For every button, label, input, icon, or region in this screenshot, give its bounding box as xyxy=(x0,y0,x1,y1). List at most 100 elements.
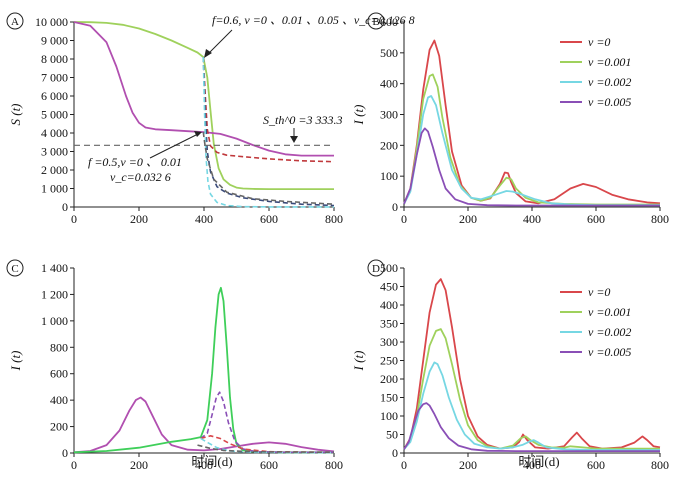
panel-label: A xyxy=(11,16,19,28)
y-tick-label: 400 xyxy=(380,298,398,312)
legend-label: v =0.001 xyxy=(588,305,631,319)
y-tick-label: 250 xyxy=(380,354,398,368)
annotation-top: f=0.6, v =0 、0.01 、0.05 、v_c=0.126 8 xyxy=(212,13,415,27)
y-tick-label: 500 xyxy=(380,261,398,275)
series-line xyxy=(403,127,660,207)
y-tick-label: 1 400 xyxy=(41,261,68,275)
panel-c: 0 200 400 600 800 0 200 400 600 800 1 000 1 200 1 40… xyxy=(6,259,343,472)
y-tick-label: 300 xyxy=(380,335,398,349)
legend-label: v =0 xyxy=(588,285,610,299)
series-line xyxy=(403,361,660,451)
annotation-bottom-line1: f =0.5,v =0 、 0.01 xyxy=(88,155,182,169)
series-line xyxy=(73,21,334,157)
legend-label: v =0.005 xyxy=(588,345,631,359)
x-tick-label: 400 xyxy=(195,458,213,472)
panel-label: D xyxy=(372,263,380,275)
y-tick-label: 400 xyxy=(50,393,68,407)
y-tick-label: 600 xyxy=(380,15,398,29)
panel-a-annotations: f=0.6, v =0 、0.01 、0.05 、v_c=0.126 8 f =… xyxy=(88,13,415,184)
panel-b: 0 200 400 600 800 0 100 200 300 400 500 600 I (t) Bv … xyxy=(351,12,669,226)
series-line xyxy=(73,286,334,454)
y-tick-label: 150 xyxy=(380,391,398,405)
x-tick-label: 0 xyxy=(401,212,407,226)
arrowhead-top xyxy=(204,49,212,58)
panel-d: 0 200 400 600 800 0 50 100 150 200 250 300 350 400 450… xyxy=(351,259,669,472)
y-tick-label: 0 xyxy=(392,200,398,214)
x-tick-label: 800 xyxy=(651,212,669,226)
series-line xyxy=(200,435,335,454)
y-tick-label: 300 xyxy=(380,108,398,122)
y-tick-label: 7 000 xyxy=(41,71,68,85)
y-tick-label: 350 xyxy=(380,317,398,331)
y-tick-label: 4 000 xyxy=(41,126,68,140)
series-line xyxy=(200,391,334,454)
x-tick-label: 800 xyxy=(325,458,343,472)
x-tick-label: 400 xyxy=(523,458,541,472)
panel-label: C xyxy=(11,263,18,275)
y-tick-label: 800 xyxy=(50,340,68,354)
x-axis-title-left: 时间(d) xyxy=(191,454,232,469)
x-tick-label: 200 xyxy=(130,458,148,472)
y-axis-title: I (t) xyxy=(351,105,366,126)
series-line xyxy=(202,131,335,205)
threshold-label: S_th^0 =3 333.3 xyxy=(263,113,343,127)
legend-label: v =0 xyxy=(588,35,610,49)
annotation-arrow-bottom xyxy=(149,133,199,159)
x-tick-label: 0 xyxy=(71,458,77,472)
series-line xyxy=(403,73,660,206)
legend-label: v =0.005 xyxy=(588,95,631,109)
y-tick-label: 200 xyxy=(50,420,68,434)
y-tick-label: 1 000 xyxy=(41,314,68,328)
x-tick-label: 400 xyxy=(523,212,541,226)
x-tick-label: 800 xyxy=(325,212,343,226)
y-axis-title: S (t) xyxy=(8,103,23,125)
legend-label: v =0.002 xyxy=(588,75,631,89)
x-tick-label: 800 xyxy=(651,458,669,472)
panel-label-circle xyxy=(367,259,385,277)
x-tick-label: 400 xyxy=(195,212,213,226)
y-axis-title: I (t) xyxy=(351,351,366,372)
y-tick-label: 200 xyxy=(380,372,398,386)
series-line xyxy=(73,396,335,454)
y-tick-label: 500 xyxy=(380,46,398,60)
y-tick-label: 100 xyxy=(380,169,398,183)
y-tick-label: 1 000 xyxy=(41,182,68,196)
x-axis-title-right: 时间(d) xyxy=(518,454,559,469)
panel-a: 0 200 400 600 800 0 1 000 2 000 3 000 4 000 5 000 6… xyxy=(6,12,343,226)
x-tick-label: 600 xyxy=(260,458,278,472)
y-tick-label: 200 xyxy=(380,138,398,152)
x-tick-label: 600 xyxy=(587,212,605,226)
y-tick-label: 2 000 xyxy=(41,163,68,177)
panel-label-circle xyxy=(6,12,24,30)
series-line xyxy=(202,57,335,208)
y-tick-label: 8 000 xyxy=(41,52,68,66)
series-line xyxy=(403,402,660,452)
y-tick-label: 100 xyxy=(380,409,398,423)
series-line xyxy=(403,95,660,207)
y-tick-label: 1 200 xyxy=(41,287,68,301)
x-tick-label: 200 xyxy=(130,212,148,226)
x-tick-label: 600 xyxy=(587,458,605,472)
annotation-bottom-line2: v_c=0.032 6 xyxy=(110,170,171,184)
y-tick-label: 5 000 xyxy=(41,108,68,122)
y-tick-label: 450 xyxy=(380,280,398,294)
y-tick-label: 50 xyxy=(386,428,398,442)
annotation-arrow-top xyxy=(207,29,233,55)
series-line xyxy=(202,57,335,163)
y-tick-label: 0 xyxy=(62,446,68,460)
legend-label: v =0.002 xyxy=(588,325,631,339)
arrowhead-bottom xyxy=(194,131,202,137)
series-line xyxy=(197,444,335,454)
x-tick-label: 200 xyxy=(459,458,477,472)
panel-label-circle xyxy=(6,259,24,277)
arrowhead-threshold xyxy=(290,136,298,143)
series-line xyxy=(403,39,661,205)
panel-label-circle xyxy=(367,12,385,30)
x-tick-label: 0 xyxy=(71,212,77,226)
series-line xyxy=(202,57,335,207)
y-tick-label: 3 000 xyxy=(41,145,68,159)
y-tick-label: 9 000 xyxy=(41,34,68,48)
y-axis-title: I (t) xyxy=(8,351,23,372)
y-tick-label: 6 000 xyxy=(41,89,68,103)
